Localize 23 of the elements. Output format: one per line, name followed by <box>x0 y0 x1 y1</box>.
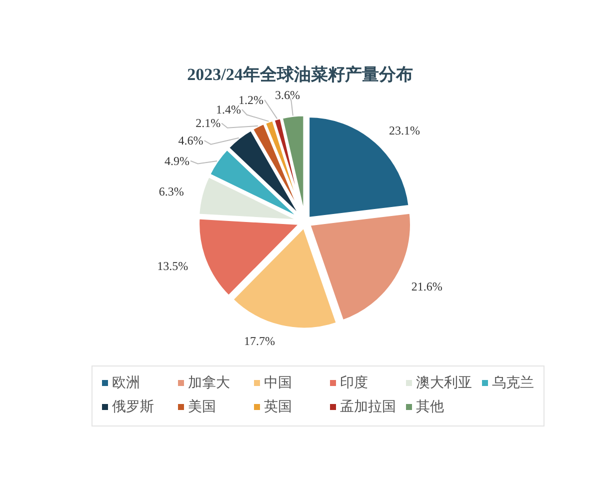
data-label: 6.3% <box>158 184 184 198</box>
chart-title: 2023/24年全球油菜籽产量分布 <box>187 65 413 84</box>
legend-label: 印度 <box>340 375 368 391</box>
legend-label: 加拿大 <box>188 375 230 391</box>
legend-label: 中国 <box>264 375 292 391</box>
legend-label: 美国 <box>188 399 216 415</box>
data-label: 4.6% <box>178 134 204 148</box>
data-label: 4.9% <box>164 154 190 168</box>
legend-label: 孟加拉国 <box>340 399 396 415</box>
legend-label: 欧洲 <box>112 375 140 391</box>
data-label: 3.6% <box>275 88 300 102</box>
data-label: 13.5% <box>157 258 188 273</box>
data-label: 1.4% <box>216 102 241 116</box>
legend-label: 俄罗斯 <box>112 399 154 415</box>
legend-label: 澳大利亚 <box>416 375 472 391</box>
legend-label: 其他 <box>416 399 444 415</box>
data-label: 17.7% <box>244 334 276 348</box>
legend-label: 乌克兰 <box>492 375 534 391</box>
data-label: 23.1% <box>388 124 420 138</box>
data-label: 21.6% <box>411 280 442 294</box>
legend-label: 英国 <box>264 399 292 415</box>
data-label: 2.1% <box>196 116 221 130</box>
data-label: 1.2% <box>238 92 264 107</box>
